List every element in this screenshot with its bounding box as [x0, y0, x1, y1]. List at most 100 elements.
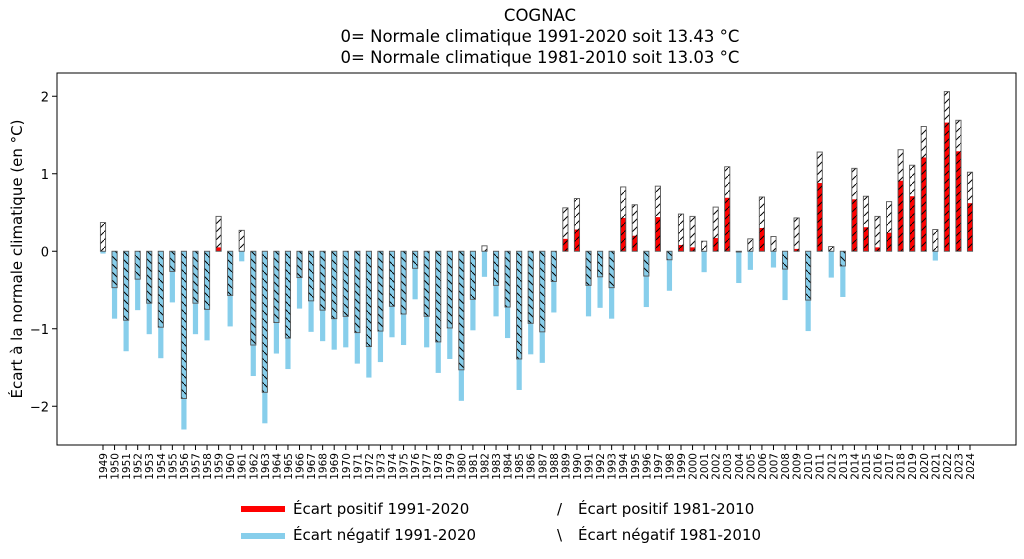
bar-1981-1997	[654, 185, 661, 252]
bar-1991-2013	[840, 251, 846, 297]
bar-1981-1962	[250, 250, 257, 346]
bar-1981-2018	[897, 149, 904, 252]
x-tick-label: 1957	[190, 453, 202, 480]
x-tick-label: 1994	[618, 453, 630, 480]
x-tick-label: 1989	[560, 453, 572, 480]
bar-1981-1966	[296, 250, 303, 279]
bar-1981-1953	[146, 250, 153, 304]
x-tick-label: 1980	[456, 453, 468, 480]
bar-1981-2011	[816, 151, 823, 252]
bar-1991-1955	[169, 251, 175, 303]
bar-1981-2016	[874, 215, 881, 252]
x-tick-label: 2020	[919, 453, 931, 480]
x-tick-label: 1968	[318, 453, 330, 480]
x-tick-label: 2014	[849, 453, 861, 480]
x-tick-label: 1954	[156, 453, 168, 480]
x-axis: 1949 1950 1951 1952 1953 1954 1955 1956 1957 1958…	[98, 445, 977, 480]
bar-1981-1988	[550, 250, 557, 282]
x-tick-label: 2003	[722, 453, 734, 480]
bar-1981-1971	[354, 250, 361, 334]
bar-1981-1981	[469, 250, 476, 300]
legend-label-negative-1991: Écart négatif 1991-2020	[293, 526, 477, 544]
bar-1981-1961	[238, 229, 245, 252]
bar-1981-1976	[412, 250, 419, 269]
x-tick-label: 1956	[179, 453, 191, 480]
bar-1981-1963	[261, 250, 268, 393]
bar-1981-1986	[527, 250, 534, 324]
y-axis-label: Écart à la normale climatique (en °C)	[7, 119, 26, 398]
bar-1991-2005	[747, 251, 753, 270]
chart-subtitle-1981: 0= Normale climatique 1981-2010 soit 13.…	[340, 48, 740, 67]
x-tick-label: 2023	[953, 453, 965, 480]
x-tick-label: 2017	[884, 453, 896, 480]
x-tick-label: 2006	[757, 453, 769, 480]
y-tick-label: 1	[41, 168, 49, 183]
bar-1991-2021	[932, 251, 938, 261]
x-tick-label: 1986	[526, 453, 538, 480]
bar-1981-1978	[435, 250, 442, 343]
bar-1981-1970	[342, 250, 349, 317]
x-tick-label: 1977	[422, 453, 434, 480]
bar-1981-2005	[747, 238, 754, 252]
x-tick-label: 1970	[341, 453, 353, 480]
x-tick-label: 2004	[734, 453, 746, 480]
x-tick-label: 1971	[352, 453, 364, 480]
bar-1981-2007	[770, 236, 777, 252]
bar-1981-2004	[735, 250, 742, 253]
x-tick-label: 1993	[607, 453, 619, 480]
bar-1991-2001	[701, 251, 707, 273]
x-tick-label: 1961	[237, 453, 249, 480]
x-tick-label: 1959	[214, 453, 226, 480]
bar-1981-1992	[597, 250, 604, 278]
x-tick-label: 1983	[491, 453, 503, 480]
bar-1981-1959	[215, 215, 222, 252]
x-tick-label: 1973	[375, 453, 387, 480]
x-tick-label: 1962	[248, 453, 260, 480]
bar-1981-1994	[620, 186, 627, 252]
x-tick-label: 1997	[653, 453, 665, 480]
bar-1981-2003	[724, 166, 731, 252]
bar-1981-2002	[712, 206, 719, 252]
bar-1981-2021	[932, 229, 939, 252]
bar-1981-2024	[966, 171, 974, 252]
bar-1981-1965	[284, 250, 292, 339]
legend-label-negative-1981: Écart négatif 1981-2010	[578, 526, 762, 544]
bar-1991-2004	[736, 251, 742, 284]
legend-label-positive-1991: Écart positif 1991-2020	[293, 500, 470, 518]
x-tick-label: 1996	[641, 453, 653, 480]
x-tick-label: 1969	[329, 453, 341, 480]
bar-1981-1990	[573, 198, 581, 252]
x-tick-label: 2024	[965, 453, 977, 480]
x-tick-label: 1990	[572, 453, 584, 480]
bar-1981-2019	[909, 164, 916, 252]
bar-1981-1968	[319, 250, 326, 311]
bar-1981-1950	[111, 250, 118, 289]
bar-1981-2014	[851, 167, 858, 252]
y-tick-label: 2	[41, 90, 49, 105]
bar-1981-1954	[157, 250, 164, 328]
bar-1991-2008	[782, 251, 788, 301]
x-tick-label: 1974	[387, 453, 399, 480]
x-tick-label: 2016	[873, 453, 885, 480]
x-tick-label: 1963	[260, 453, 272, 480]
bar-1981-1964	[273, 250, 280, 324]
bar-1981-2001	[701, 240, 708, 252]
x-tick-label: 2010	[803, 453, 815, 480]
bar-1981-1951	[123, 250, 130, 321]
bar-1991-1949	[100, 251, 106, 254]
bar-1981-2023	[955, 119, 962, 252]
x-tick-label: 2012	[826, 453, 838, 480]
bar-1981-1972	[365, 250, 372, 348]
x-tick-label: 2001	[699, 453, 711, 480]
bar-1981-1987	[539, 250, 546, 333]
bar-1991-1982	[481, 251, 488, 277]
x-tick-label: 1949	[98, 453, 110, 480]
bar-1991-1992	[597, 251, 603, 308]
x-tick-label: 1950	[110, 453, 122, 480]
bar-1981-1979	[446, 250, 453, 329]
y-tick-label: −2	[30, 400, 49, 415]
x-tick-label: 2002	[711, 453, 723, 480]
bar-1981-1977	[423, 250, 430, 317]
x-tick-label: 2015	[861, 453, 873, 480]
x-tick-label: 2021	[930, 453, 942, 480]
